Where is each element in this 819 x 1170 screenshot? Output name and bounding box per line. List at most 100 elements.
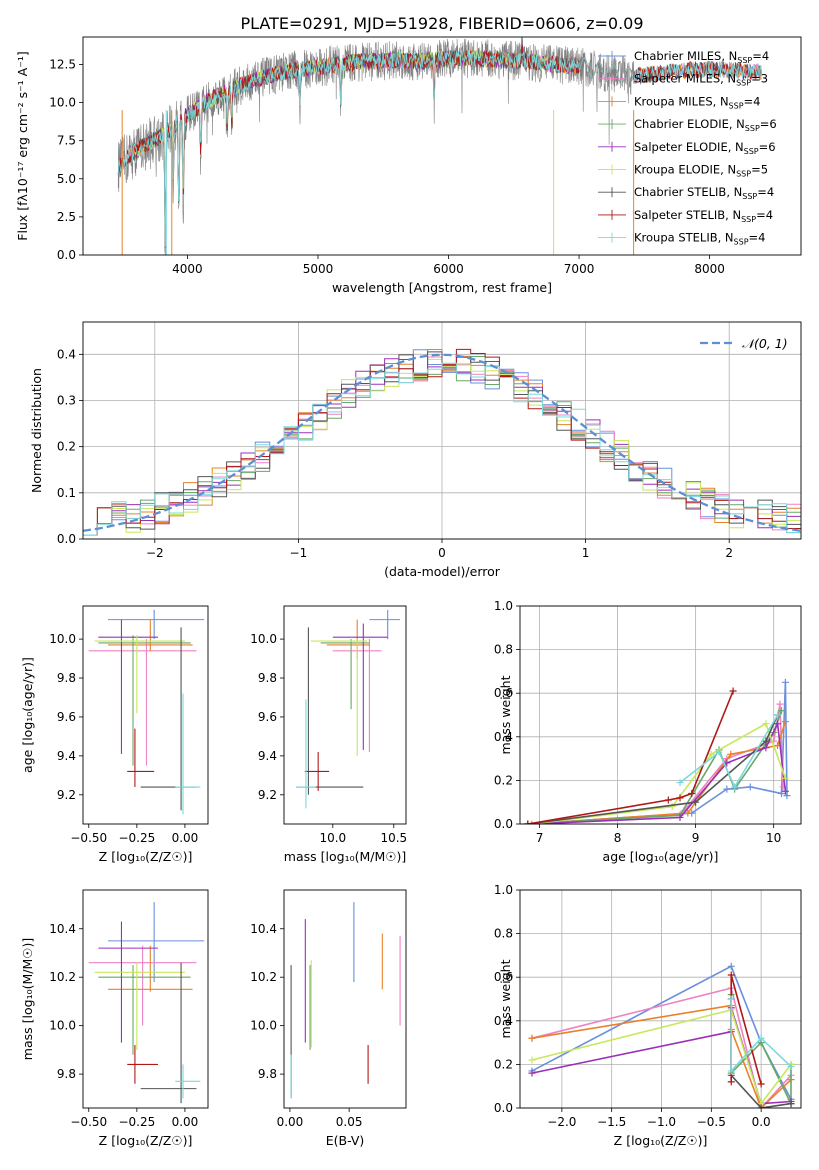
y-tick-label: 9.4 xyxy=(258,749,277,763)
mass-weight-marker-kroupa_stelib xyxy=(727,1067,735,1075)
x-tick-label: −0.50 xyxy=(70,831,107,845)
mass-weight-marker-kroupa_stelib xyxy=(715,748,723,756)
legend-label-salpeter_elodie: Salpeter ELODIE, NSSP=6 xyxy=(634,140,776,156)
mass-weight-marker-salpeter_stelib xyxy=(757,1080,765,1088)
mass-weight-marker-kroupa_miles xyxy=(528,1034,536,1042)
model-spectrum-salpeter_stelib xyxy=(117,45,762,248)
legend-label-chabrier_stelib: Chabrier STELIB, NSSP=4 xyxy=(634,185,774,201)
axes-frame: −0.50 −0.25 0.00 9.2 9.4 9.6 9.8 10.0 xyxy=(49,632,198,845)
y-tick-label: 9.2 xyxy=(57,788,76,802)
x-tick-label: −0.25 xyxy=(118,831,155,845)
model-spectrum-kroupa_stelib xyxy=(117,49,762,247)
y-tick-label: 9.8 xyxy=(57,671,76,685)
x-tick-label: −0.5 xyxy=(697,1115,726,1129)
mass-vs-metallicity-panel: −0.50 −0.25 0.00 9.8 10.0 10.2 10.4 Z [log₁₀(Z/… xyxy=(20,889,209,1148)
mass-weight-marker-salpeter_elodie xyxy=(774,720,782,728)
axes-border xyxy=(519,605,802,825)
mass-weight-marker-salpeter_stelib xyxy=(676,794,684,802)
age-vs-metallicity-panel: −0.50 −0.25 0.00 9.2 9.4 9.6 9.8 10.0 Z [log₁₀(Z… xyxy=(20,605,209,864)
mass-weight-marker-salpeter_miles xyxy=(776,700,784,708)
y-tick-label: 0.6 xyxy=(494,686,513,700)
x-tick-label: 2 xyxy=(725,546,733,560)
y-tick-label: 0.0 xyxy=(57,248,76,262)
mass-weight-marker-chabrier_miles xyxy=(727,962,735,970)
axes-border xyxy=(82,321,802,540)
mass-weight-marker-chabrier_miles xyxy=(781,678,789,686)
plot-area xyxy=(296,609,400,809)
mass-weight-marker-salpeter_elodie xyxy=(781,787,789,795)
y-tick-label: 10.0 xyxy=(250,1019,277,1033)
mass-weight-marker-kroupa_elodie xyxy=(528,820,536,824)
mass-weight-marker-kroupa_elodie xyxy=(762,720,770,728)
mass-weight-line-chabrier_stelib xyxy=(527,714,779,824)
mass-weight-marker-kroupa_miles xyxy=(781,718,789,726)
y-axis-label: mass weight xyxy=(498,959,513,1038)
axes-frame: −0.50 −0.25 0.00 9.8 10.0 10.2 10.4 xyxy=(49,922,198,1129)
mass-weight-marker-salpeter_elodie xyxy=(676,813,684,821)
age-vs-mass-panel: 10.0 10.5 9.2 9.4 9.6 9.8 10.0 mass [log₁₀(M/M☉… xyxy=(250,605,407,864)
y-tick-label: 9.6 xyxy=(258,710,277,724)
y-tick-label: 0.2 xyxy=(57,440,76,454)
figure-title: PLATE=0291, MJD=51928, FIBERID=0606, z=0… xyxy=(240,14,643,33)
mass-weight-marker-chabrier_stelib xyxy=(757,1104,765,1108)
mass-weight-marker-salpeter_stelib xyxy=(524,820,532,824)
y-axis-label: mass weight xyxy=(498,675,513,754)
y-tick-label: 7.5 xyxy=(57,134,76,148)
x-tick-label: 0.0 xyxy=(752,1115,771,1129)
mass-weight-marker-chabrier_stelib xyxy=(787,1100,795,1108)
x-tick-label: 8000 xyxy=(694,262,725,276)
legend-label-chabrier_elodie: Chabrier ELODIE, NSSP=6 xyxy=(634,117,777,133)
x-tick-label: −2 xyxy=(146,546,164,560)
y-tick-label: 9.8 xyxy=(258,671,277,685)
x-axis-label: Z [log₁₀(Z/Z☉)] xyxy=(614,1133,708,1148)
axes-border xyxy=(519,889,802,1109)
x-tick-label: 6000 xyxy=(433,262,464,276)
y-tick-label: 9.4 xyxy=(57,749,76,763)
y-tick-label: 0.0 xyxy=(57,532,76,546)
mass-weight-marker-chabrier_miles xyxy=(723,785,731,793)
mass-weight-marker-chabrier_miles xyxy=(746,783,754,791)
x-tick-label: 9 xyxy=(692,831,700,845)
normal-curve xyxy=(83,353,801,533)
x-tick-label: 0.05 xyxy=(336,1115,363,1129)
mass-weight-marker-salpeter_stelib xyxy=(688,789,696,797)
x-tick-label: 7000 xyxy=(564,262,595,276)
y-tick-label: 9.8 xyxy=(57,1067,76,1081)
legend-normal-label: 𝒩(0, 1) xyxy=(742,336,788,351)
x-tick-label: −0.25 xyxy=(118,1115,155,1129)
legend-label-kroupa_miles: Kroupa MILES, NSSP=4 xyxy=(634,94,760,110)
mass-weight-line-salpeter_elodie xyxy=(531,720,787,824)
plot-area xyxy=(83,348,801,536)
x-tick-label: −1 xyxy=(290,546,308,560)
axes-border xyxy=(82,605,209,825)
x-tick-label: 0.00 xyxy=(172,831,199,845)
y-tick-label: 1.0 xyxy=(494,599,513,613)
legend: Chabrier MILES, NSSP=4 Salpeter MILES, NS… xyxy=(598,49,777,247)
mass-weight-marker-kroupa_stelib xyxy=(787,1063,795,1071)
mass-weight-marker-chabrier_stelib xyxy=(692,798,700,806)
axes-frame: 10.0 10.5 9.2 9.4 9.6 9.8 10.0 xyxy=(250,632,407,845)
x-tick-label: 7 xyxy=(536,831,544,845)
mass-weight-marker-kroupa_stelib xyxy=(731,783,739,791)
legend-label-chabrier_miles: Chabrier MILES, NSSP=4 xyxy=(634,49,769,65)
y-tick-label: 10.2 xyxy=(250,970,277,984)
mass-weight-marker-kroupa_elodie xyxy=(707,750,715,758)
y-tick-label: 5.0 xyxy=(57,172,76,186)
mass-weight-marker-salpeter_stelib xyxy=(664,796,672,804)
y-tick-label: 2.5 xyxy=(57,210,76,224)
axes-border xyxy=(82,889,209,1109)
x-tick-label: 10.0 xyxy=(319,831,346,845)
x-axis-label: mass [log₁₀(M/M☉)] xyxy=(284,849,406,864)
y-tick-label: 10.0 xyxy=(49,96,76,110)
mass-weight-marker-salpeter_elodie xyxy=(528,1069,536,1077)
mass-weight-marker-kroupa_miles xyxy=(684,809,692,817)
x-tick-label: −1.0 xyxy=(647,1115,676,1129)
y-tick-label: 0.1 xyxy=(57,486,76,500)
mass-weight-marker-kroupa_stelib xyxy=(757,1034,765,1042)
x-tick-label: 8 xyxy=(614,831,622,845)
y-tick-label: 10.0 xyxy=(49,1019,76,1033)
residuals-panel: −2 −1 0 1 2 0.0 0.1 0.2 0.3 0.4 (data-model)/error… xyxy=(29,321,802,579)
x-tick-label: 5000 xyxy=(303,262,334,276)
legend-label-salpeter_stelib: Salpeter STELIB, NSSP=4 xyxy=(634,208,773,224)
